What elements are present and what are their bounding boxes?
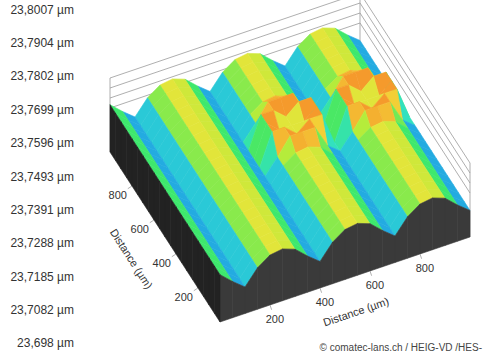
svg-text:800: 800 (109, 189, 127, 201)
svg-text:200: 200 (175, 291, 193, 303)
svg-text:23,7185 µm: 23,7185 µm (10, 270, 74, 284)
svg-text:23,7904 µm: 23,7904 µm (10, 36, 74, 50)
svg-text:Distance (µm): Distance (µm) (108, 227, 155, 291)
svg-text:400: 400 (153, 257, 171, 269)
svg-text:23,7082 µm: 23,7082 µm (10, 303, 74, 317)
svg-text:23,7288 µm: 23,7288 µm (10, 236, 74, 250)
svg-text:23,7391 µm: 23,7391 µm (10, 203, 74, 217)
svg-text:23,7596 µm: 23,7596 µm (10, 136, 74, 150)
svg-text:23,698 µm: 23,698 µm (17, 336, 74, 350)
svg-text:23,8007 µm: 23,8007 µm (10, 3, 74, 17)
svg-text:23,7493 µm: 23,7493 µm (10, 170, 74, 184)
svg-text:600: 600 (131, 223, 149, 235)
svg-text:200: 200 (266, 313, 284, 325)
svg-text:23,7802 µm: 23,7802 µm (10, 69, 74, 83)
svg-text:600: 600 (366, 279, 384, 291)
svg-text:800: 800 (416, 262, 434, 274)
svg-text:© comatec-lans.ch / HEIG-VD /H: © comatec-lans.ch / HEIG-VD /HES- (320, 342, 482, 353)
svg-text:Distance (µm): Distance (µm) (321, 295, 390, 328)
svg-text:23,7699 µm: 23,7699 µm (10, 103, 74, 117)
svg-text:400: 400 (316, 296, 334, 308)
